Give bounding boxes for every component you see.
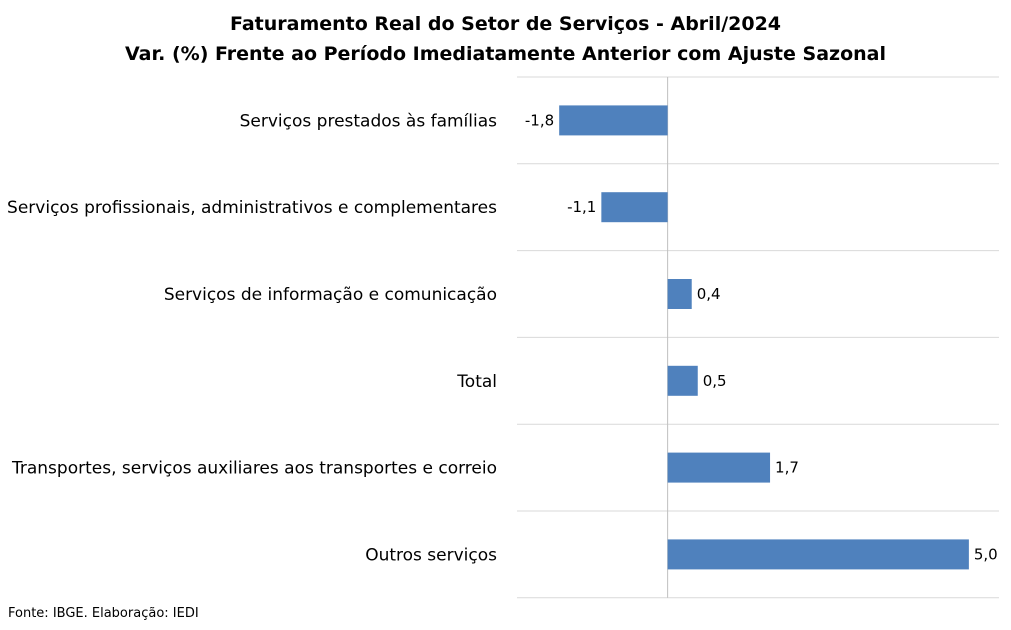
data-label: 1,7 [775, 459, 799, 477]
category-label: Transportes, serviços auxiliares aos tra… [11, 459, 497, 479]
bar [667, 365, 698, 396]
chart-subtitle: Var. (%) Frente ao Período Imediatamente… [125, 43, 886, 65]
chart-title: Faturamento Real do Setor de Serviços - … [229, 13, 782, 35]
category-label: Outros serviços [365, 545, 497, 565]
bar [667, 452, 771, 483]
category-label: Serviços de informação e comunicação [164, 285, 497, 305]
source-note: Fonte: IBGE. Elaboração: IEDI [8, 606, 199, 621]
data-label: 5,0 [974, 545, 998, 563]
bar [559, 105, 668, 136]
bar [601, 192, 668, 223]
category-label: Serviços profissionais, administrativos … [7, 198, 497, 218]
category-label: Total [456, 372, 497, 392]
data-label: 0,5 [703, 372, 727, 390]
bar [667, 279, 692, 309]
category-label: Serviços prestados às famílias [240, 111, 498, 131]
data-label: -1,8 [525, 111, 554, 129]
data-label: 0,4 [697, 285, 721, 303]
bar [667, 539, 969, 570]
data-label: -1,1 [567, 198, 596, 216]
